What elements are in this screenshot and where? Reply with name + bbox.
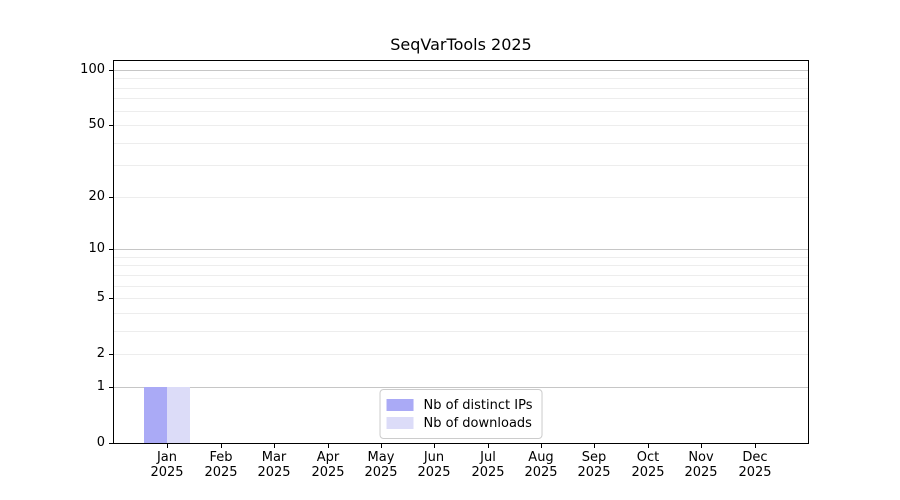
- minor-gridline: [114, 275, 808, 276]
- y-axis-tick: [109, 443, 113, 444]
- x-axis-tick: [434, 444, 435, 448]
- x-tick-label: Jul 2025: [456, 450, 520, 480]
- x-tick-year: 2025: [684, 465, 718, 480]
- x-tick-month: Aug: [528, 450, 554, 465]
- y-tick-label: 0: [96, 435, 105, 450]
- major-gridline: [114, 70, 808, 71]
- minor-gridline: [114, 265, 808, 266]
- x-tick-year: 2025: [471, 465, 505, 480]
- y-axis-tick: [109, 354, 113, 355]
- bar-distinct-ips-0: [144, 387, 167, 443]
- y-tick-label: 2: [96, 346, 105, 361]
- x-tick-month: Nov: [688, 450, 714, 465]
- x-tick-label: Oct 2025: [616, 450, 680, 480]
- x-tick-month: Jan: [156, 450, 178, 465]
- x-axis-tick: [755, 444, 756, 448]
- x-axis-tick: [594, 444, 595, 448]
- minor-gridline: [114, 313, 808, 314]
- y-tick-label: 100: [80, 62, 105, 77]
- legend-row-downloads: Nb of downloads: [386, 414, 533, 432]
- x-axis-tick: [701, 444, 702, 448]
- legend-label-downloads: Nb of downloads: [423, 415, 532, 431]
- minor-gridline: [114, 298, 808, 299]
- x-axis-tick: [488, 444, 489, 448]
- x-axis-tick: [328, 444, 329, 448]
- minor-gridline: [114, 78, 808, 79]
- x-tick-year: 2025: [364, 465, 398, 480]
- x-tick-month: May: [367, 450, 395, 465]
- x-tick-month: Apr: [316, 450, 340, 465]
- minor-gridline: [114, 286, 808, 287]
- x-tick-year: 2025: [150, 465, 184, 480]
- y-tick-label: 50: [88, 117, 105, 132]
- y-axis-tick: [109, 249, 113, 250]
- minor-gridline: [114, 197, 808, 198]
- x-tick-month: Dec: [742, 450, 768, 465]
- x-tick-year: 2025: [257, 465, 291, 480]
- x-tick-month: Jul: [480, 450, 496, 465]
- x-tick-year: 2025: [738, 465, 772, 480]
- x-tick-label: Apr 2025: [296, 450, 360, 480]
- minor-gridline: [114, 331, 808, 332]
- minor-gridline: [114, 165, 808, 166]
- x-tick-year: 2025: [417, 465, 451, 480]
- legend: Nb of distinct IPs Nb of downloads: [379, 389, 543, 439]
- y-axis-tick: [109, 387, 113, 388]
- x-tick-month: Mar: [261, 450, 287, 465]
- x-tick-month: Oct: [636, 450, 660, 465]
- x-axis-tick: [648, 444, 649, 448]
- legend-label-distinct-ips: Nb of distinct IPs: [423, 397, 533, 413]
- x-tick-month: Jun: [423, 450, 445, 465]
- x-tick-label: Dec 2025: [723, 450, 787, 480]
- y-axis-tick: [109, 70, 113, 71]
- x-tick-year: 2025: [524, 465, 558, 480]
- x-axis-tick: [274, 444, 275, 448]
- minor-gridline: [114, 98, 808, 99]
- major-gridline: [114, 387, 808, 388]
- legend-swatch-downloads: [386, 417, 414, 429]
- y-axis-tick: [109, 298, 113, 299]
- minor-gridline: [114, 88, 808, 89]
- x-axis-tick: [541, 444, 542, 448]
- y-tick-label: 5: [96, 290, 105, 305]
- x-tick-year: 2025: [631, 465, 665, 480]
- bar-downloads-0: [167, 387, 190, 443]
- x-tick-label: Sep 2025: [562, 450, 626, 480]
- minor-gridline: [114, 125, 808, 126]
- legend-swatch-distinct-ips: [386, 399, 414, 411]
- x-tick-year: 2025: [204, 465, 238, 480]
- x-tick-label: Mar 2025: [242, 450, 306, 480]
- minor-gridline: [114, 143, 808, 144]
- minor-gridline: [114, 354, 808, 355]
- x-axis-tick: [381, 444, 382, 448]
- y-axis-tick: [109, 125, 113, 126]
- minor-gridline: [114, 111, 808, 112]
- x-axis-tick: [221, 444, 222, 448]
- x-tick-label: Feb 2025: [189, 450, 253, 480]
- x-tick-label: Aug 2025: [509, 450, 573, 480]
- x-tick-month: Sep: [581, 450, 607, 465]
- x-tick-year: 2025: [311, 465, 345, 480]
- x-tick-label: Nov 2025: [669, 450, 733, 480]
- y-tick-label: 20: [88, 189, 105, 204]
- chart-title: SeqVarTools 2025: [390, 35, 532, 54]
- x-axis-tick: [167, 444, 168, 448]
- major-gridline: [114, 249, 808, 250]
- x-tick-label: Jun 2025: [402, 450, 466, 480]
- y-tick-label: 10: [88, 241, 105, 256]
- x-tick-label: Jan 2025: [135, 450, 199, 480]
- legend-row-distinct-ips: Nb of distinct IPs: [386, 396, 533, 414]
- minor-gridline: [114, 257, 808, 258]
- y-tick-label: 1: [96, 379, 105, 394]
- y-axis-tick: [109, 197, 113, 198]
- x-tick-label: May 2025: [349, 450, 413, 480]
- plot-area: [113, 60, 809, 444]
- x-tick-year: 2025: [577, 465, 611, 480]
- x-tick-month: Feb: [209, 450, 233, 465]
